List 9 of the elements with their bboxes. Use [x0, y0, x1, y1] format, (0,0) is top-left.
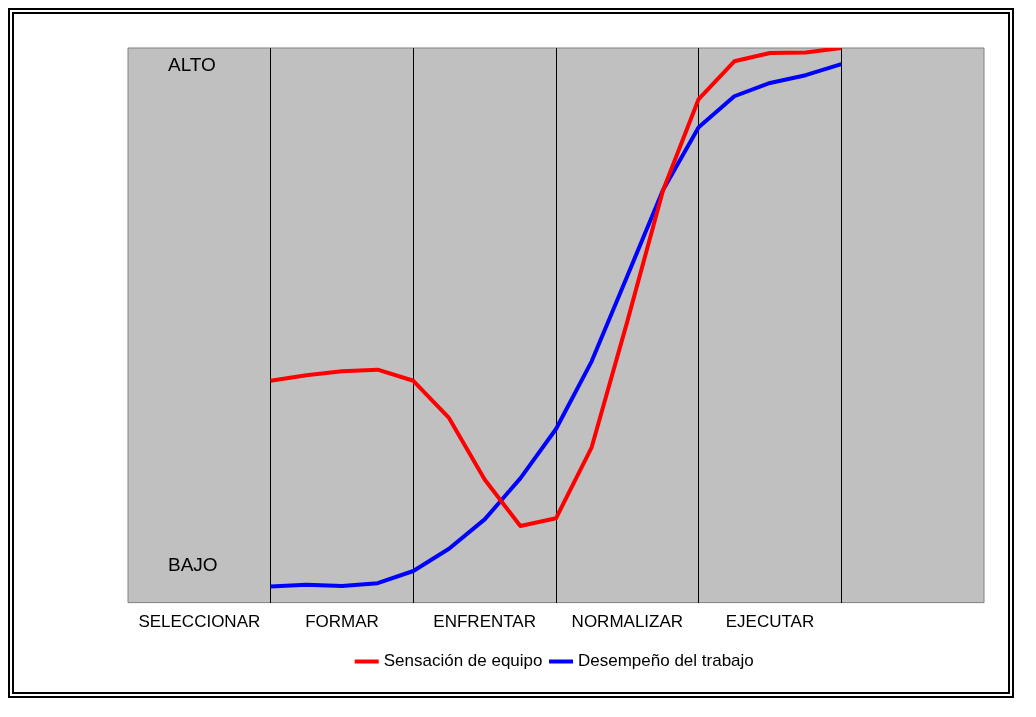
legend-label: Desempeño del trabajo: [578, 651, 754, 671]
x-tick-label: EJECUTAR: [725, 612, 815, 632]
x-tick-label: FORMAR: [305, 612, 379, 632]
annotation: BAJO: [168, 553, 218, 575]
annotation: ALTO: [168, 54, 216, 76]
x-tick-label: SELECCIONAR: [138, 612, 261, 632]
x-tick-label: ENFRENTAR: [433, 612, 536, 632]
legend-label: Sensación de equipo: [383, 651, 543, 671]
x-tick-label: NORMALIZAR: [571, 612, 684, 632]
